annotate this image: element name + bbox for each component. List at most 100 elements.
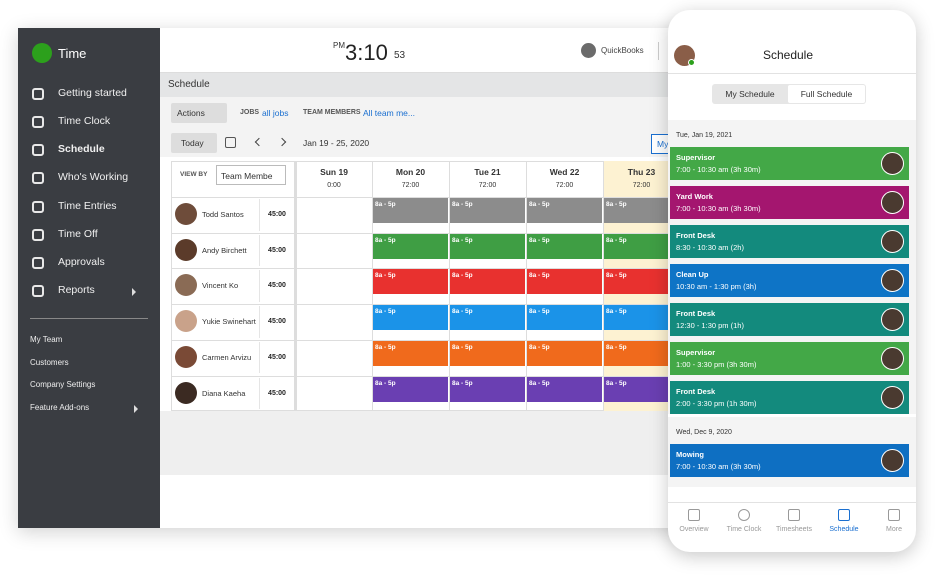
nav-item[interactable]: Who's Working xyxy=(58,171,129,183)
shift-card[interactable] xyxy=(670,303,909,336)
shift-card[interactable] xyxy=(670,381,909,414)
shift-card[interactable] xyxy=(670,264,909,297)
tab[interactable]: My Schedule xyxy=(725,89,775,99)
nav-item[interactable]: Getting started xyxy=(58,87,127,99)
bottom-nav-item[interactable]: Timesheets xyxy=(776,526,812,533)
shift-block[interactable]: 8a - 5p xyxy=(604,269,679,295)
phone-title: Schedule xyxy=(762,48,814,62)
today-button[interactable] xyxy=(171,133,217,153)
shift-card[interactable] xyxy=(670,342,909,375)
nav-icon[interactable] xyxy=(688,509,700,521)
card-time: 7:00 - 10:30 am (3h 30m) xyxy=(676,165,761,174)
member-name[interactable]: Yukie Swinehart xyxy=(202,317,256,327)
nav-icon[interactable] xyxy=(888,509,900,521)
shift-block[interactable]: 8a - 5p xyxy=(450,376,525,402)
day-name: Wed 22 xyxy=(549,167,580,177)
shift-block[interactable]: 8a - 5p xyxy=(527,233,602,259)
bottom-nav-item[interactable]: Time Clock xyxy=(726,526,762,533)
nav-secondary[interactable]: Feature Add-ons xyxy=(30,403,90,412)
avatar xyxy=(175,238,197,261)
member-name[interactable]: Todd Santos xyxy=(202,210,244,219)
view-by-select[interactable]: Team Membe xyxy=(216,165,286,185)
card-title: Mowing xyxy=(676,450,704,459)
day-divider xyxy=(526,161,527,412)
member-hours: 45:00 xyxy=(268,282,286,290)
team-filter[interactable]: All team me... xyxy=(363,108,415,118)
member-name[interactable]: Diana Kaeha xyxy=(202,388,246,398)
member-name[interactable]: Andy Birchett xyxy=(202,245,247,255)
shift-block[interactable]: 8a - 5p xyxy=(450,305,525,331)
member-name[interactable]: Carmen Arvizu xyxy=(202,352,252,362)
sidebar xyxy=(18,28,160,528)
shift-block[interactable]: 8a - 5p xyxy=(527,340,602,366)
shift-block[interactable]: 8a - 5p xyxy=(450,340,525,366)
nav-secondary[interactable]: Company Settings xyxy=(30,380,96,389)
hours-divider xyxy=(259,199,260,231)
nav-item[interactable]: Time Clock xyxy=(58,115,111,127)
nav-icon[interactable] xyxy=(738,509,750,521)
card-avatar xyxy=(881,308,904,331)
bottom-nav-item[interactable]: More xyxy=(886,526,902,533)
nav-arrow xyxy=(132,288,136,296)
shift-block[interactable]: 8a - 5p xyxy=(373,269,448,295)
nav-secondary[interactable]: Customers xyxy=(30,358,69,367)
nav-icon xyxy=(32,257,44,269)
day-divider xyxy=(449,161,450,412)
nav-item[interactable]: Reports xyxy=(58,284,95,296)
day-name: Mon 20 xyxy=(395,167,426,177)
nav-item[interactable]: Schedule xyxy=(58,143,105,155)
qb-logo xyxy=(581,43,596,58)
shift-block[interactable]: 8a - 5p xyxy=(527,198,602,223)
shift-block[interactable]: 8a - 5p xyxy=(604,376,679,402)
card-time: 2:00 - 3:30 pm (1h 30m) xyxy=(676,399,757,408)
shift-card[interactable] xyxy=(670,225,909,258)
group-date: Wed, Dec 9, 2020 xyxy=(676,429,732,436)
nav-item[interactable]: Approvals xyxy=(58,256,105,268)
shift-card[interactable] xyxy=(670,186,909,219)
card-title: Front Desk xyxy=(676,387,716,396)
bottom-nav-item[interactable]: Schedule xyxy=(829,526,859,533)
shift-block[interactable]: 8a - 5p xyxy=(527,305,602,331)
shift-block[interactable]: 8a - 5p xyxy=(373,340,448,366)
jobs-filter[interactable]: all jobs xyxy=(262,108,289,118)
shift-block[interactable]: 8a - 5p xyxy=(450,269,525,295)
shift-block[interactable]: 8a - 5p xyxy=(604,233,679,259)
card-title: Front Desk xyxy=(676,309,716,318)
day-hours: 72:00 xyxy=(478,182,497,189)
shift-block[interactable]: 8a - 5p xyxy=(373,305,448,331)
brand-logo xyxy=(32,43,52,63)
shift-block[interactable]: 8a - 5p xyxy=(450,198,525,223)
avatar xyxy=(175,381,197,404)
shift-block[interactable]: 8a - 5p xyxy=(527,376,602,402)
group-date: Tue, Jan 19, 2021 xyxy=(676,132,733,139)
shift-block[interactable]: 8a - 5p xyxy=(373,198,448,223)
clock-seconds: 53 xyxy=(394,50,406,61)
nav-item[interactable]: Time Entries xyxy=(58,200,117,212)
actions-button[interactable] xyxy=(171,103,227,123)
shift-card[interactable] xyxy=(670,147,909,180)
nav-item[interactable]: Time Off xyxy=(58,228,98,240)
shift-block[interactable]: 8a - 5p xyxy=(604,198,679,223)
card-avatar xyxy=(881,269,904,292)
tab[interactable]: Full Schedule xyxy=(800,89,853,99)
shift-block[interactable]: 8a - 5p xyxy=(450,233,525,259)
card-avatar xyxy=(881,230,904,253)
day-name: Sun 19 xyxy=(320,167,348,177)
nav-secondary[interactable]: My Team xyxy=(30,335,63,344)
shift-block[interactable]: 8a - 5p xyxy=(527,269,602,295)
shift-block[interactable]: 8a - 5p xyxy=(373,233,448,259)
nav-icon[interactable] xyxy=(788,509,800,521)
bottom-nav-item[interactable]: Overview xyxy=(679,526,709,533)
row-divider xyxy=(171,268,690,270)
shift-block[interactable]: 8a - 5p xyxy=(604,340,679,366)
phone-header-line xyxy=(668,73,916,74)
shift-block[interactable]: 8a - 5p xyxy=(604,305,679,331)
nav-icon[interactable] xyxy=(838,509,850,521)
card-time: 12:30 - 1:30 pm (1h) xyxy=(676,321,744,330)
shift-block[interactable]: 8a - 5p xyxy=(373,376,448,402)
sidebar-divider xyxy=(30,318,148,319)
member-name[interactable]: Vincent Ko xyxy=(202,281,239,291)
calendar-icon[interactable] xyxy=(225,137,236,148)
card-avatar xyxy=(881,386,904,409)
shift-card[interactable] xyxy=(670,444,909,477)
